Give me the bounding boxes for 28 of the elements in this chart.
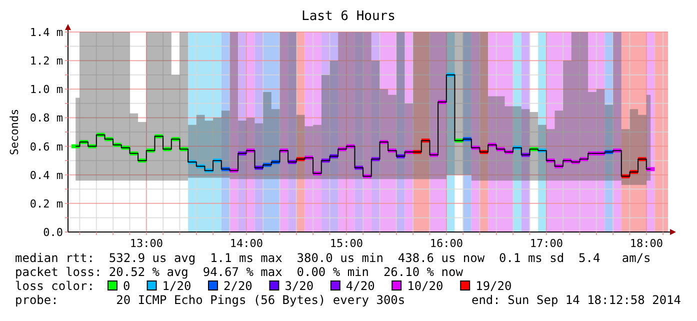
y-tick-label: 1.0 m	[30, 83, 64, 96]
text: median rtt: 532.9 us avg 1.1 ms max 380.0 us min 438.6 us now 0.1 ms sd 5.4 am/s	[15, 251, 651, 265]
legend-label: 10/20	[407, 279, 444, 293]
y-tick-label: 0.2 m	[30, 197, 64, 210]
legend-label: 3/20	[284, 279, 314, 293]
legend-label: 2/20	[224, 279, 252, 293]
x-tick-label: 16:00	[430, 237, 463, 250]
legend-label: 0	[123, 279, 130, 293]
y-tick-label: 0.0	[43, 226, 63, 239]
chart-title: Last 6 Hours	[302, 9, 396, 24]
legend-label: 4/20	[346, 279, 375, 293]
y-axis-title: Seconds	[8, 108, 21, 156]
legend-label: 1/20	[162, 279, 192, 293]
text: probe: 20 ICMP Echo Pings (56 Bytes) every 300s	[15, 293, 406, 307]
legend-title: loss color:	[15, 279, 94, 293]
x-tick-label: 18:00	[630, 237, 663, 250]
y-tick-label: 1.2 m	[30, 54, 64, 68]
text: end: Sun Sep 14 18:12:58 2014	[471, 293, 681, 307]
x-tick-label: 15:00	[330, 237, 363, 250]
y-tick-label: 0.6 m	[30, 140, 64, 154]
x-tick-label: 17:00	[530, 237, 563, 250]
y-tick-label: 0.8 m	[30, 112, 64, 125]
y-tick-label: 1.4 m	[30, 26, 64, 39]
y-tick-label: 0.4 m	[30, 168, 64, 182]
text: packet loss: 20.52 % avg 94.67 % max 0.00 % min 26.10 % now	[15, 265, 464, 279]
x-tick-label: 14:00	[230, 237, 263, 250]
x-tick-label: 13:00	[130, 237, 163, 250]
legend-label: 19/20	[476, 279, 512, 293]
